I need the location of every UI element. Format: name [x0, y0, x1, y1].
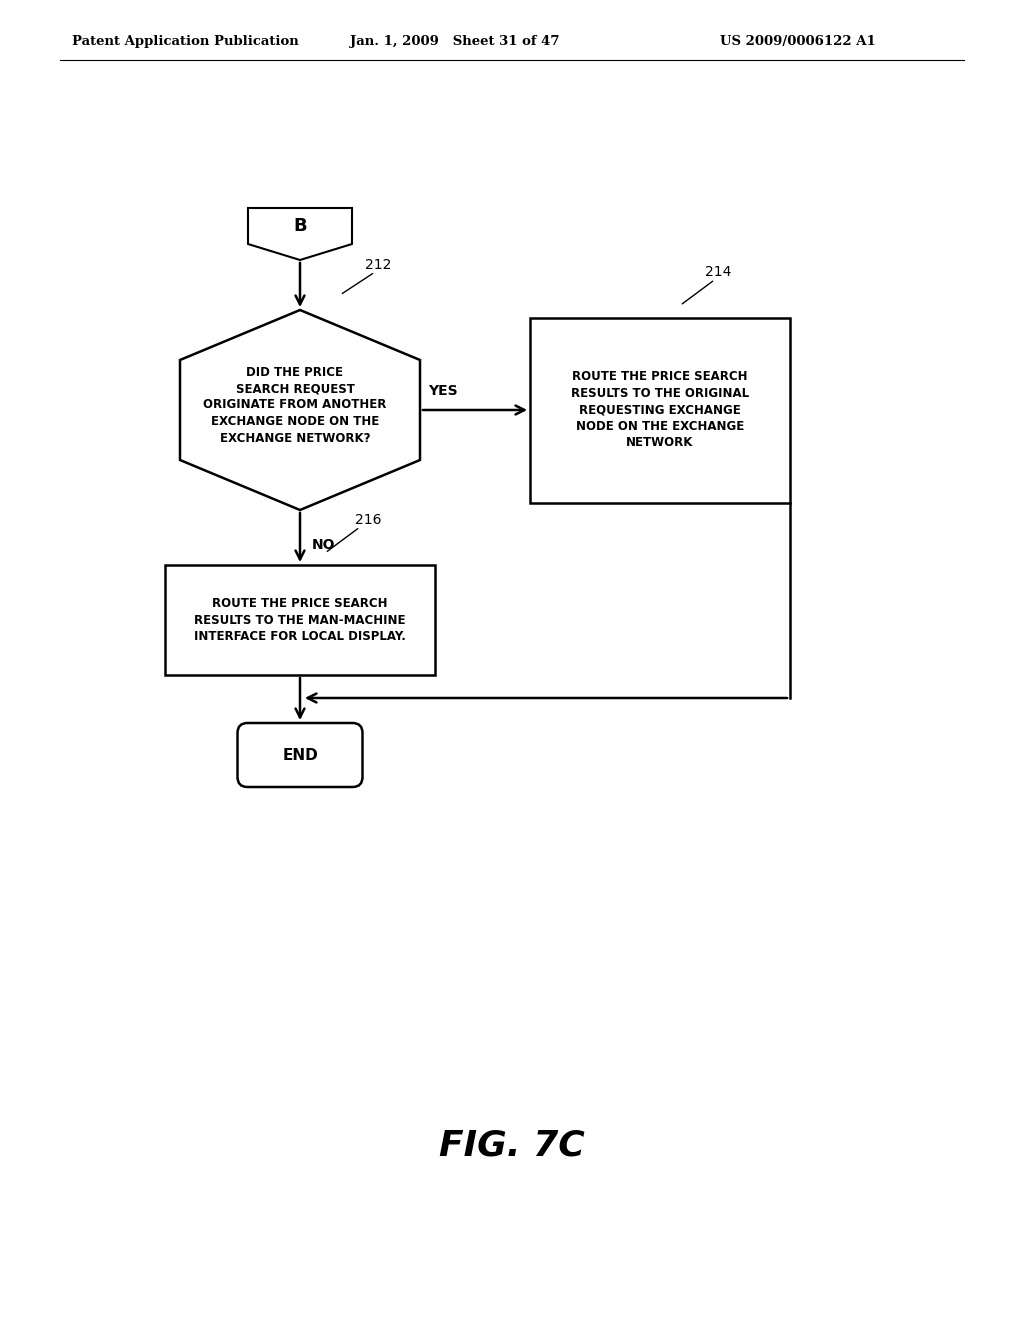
Polygon shape — [248, 209, 352, 260]
Text: 214: 214 — [705, 265, 731, 280]
Text: Jan. 1, 2009   Sheet 31 of 47: Jan. 1, 2009 Sheet 31 of 47 — [350, 36, 559, 49]
Text: ROUTE THE PRICE SEARCH
RESULTS TO THE ORIGINAL
REQUESTING EXCHANGE
NODE ON THE E: ROUTE THE PRICE SEARCH RESULTS TO THE OR… — [571, 371, 750, 450]
Text: ROUTE THE PRICE SEARCH
RESULTS TO THE MAN-MACHINE
INTERFACE FOR LOCAL DISPLAY.: ROUTE THE PRICE SEARCH RESULTS TO THE MA… — [195, 597, 406, 643]
FancyBboxPatch shape — [165, 565, 435, 675]
FancyBboxPatch shape — [530, 318, 790, 503]
Text: B: B — [293, 216, 307, 235]
Text: US 2009/0006122 A1: US 2009/0006122 A1 — [720, 36, 876, 49]
Text: YES: YES — [428, 384, 458, 399]
Text: NO: NO — [312, 539, 336, 552]
Polygon shape — [180, 310, 420, 510]
Text: 212: 212 — [365, 257, 391, 272]
FancyBboxPatch shape — [238, 723, 362, 787]
Text: 216: 216 — [355, 513, 382, 527]
Text: Patent Application Publication: Patent Application Publication — [72, 36, 299, 49]
Text: END: END — [283, 747, 317, 763]
Text: DID THE PRICE
SEARCH REQUEST
ORIGINATE FROM ANOTHER
EXCHANGE NODE ON THE
EXCHANG: DID THE PRICE SEARCH REQUEST ORIGINATE F… — [204, 366, 387, 445]
Text: FIG. 7C: FIG. 7C — [439, 1129, 585, 1162]
